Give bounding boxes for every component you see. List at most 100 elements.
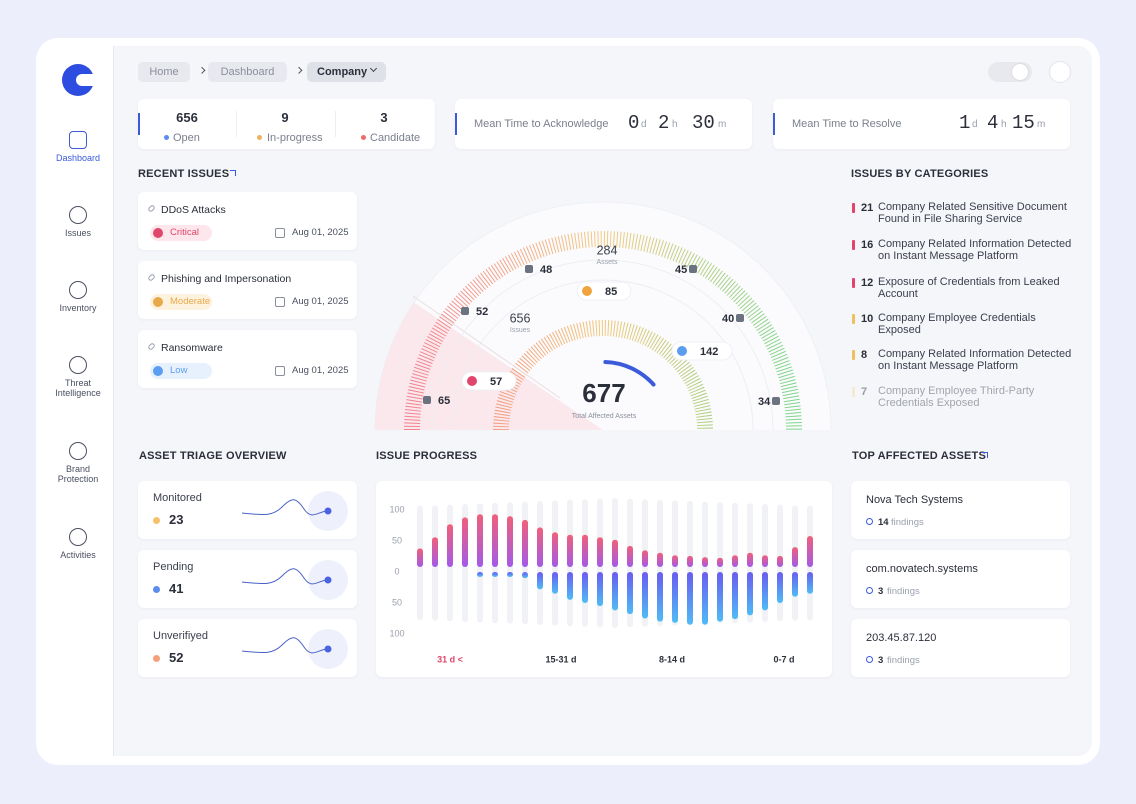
issue-card[interactable] bbox=[138, 192, 357, 250]
time-value: 2 bbox=[658, 112, 670, 134]
status-value: 3 bbox=[380, 110, 388, 125]
triage-dot bbox=[153, 517, 160, 524]
user-button[interactable] bbox=[1049, 61, 1071, 83]
search-icon bbox=[866, 518, 873, 525]
time-unit: d bbox=[641, 119, 647, 130]
triage-value: 23 bbox=[169, 512, 184, 527]
status-value: 9 bbox=[281, 110, 289, 125]
time-card bbox=[773, 99, 1070, 149]
issue-name: Ransomware bbox=[161, 342, 223, 354]
logo-cut bbox=[76, 74, 94, 86]
nav-label[interactable]: Threat Intelligence bbox=[55, 378, 101, 398]
category-label: Company Related Sensitive Document Found… bbox=[878, 201, 1067, 225]
nav-icon[interactable] bbox=[69, 206, 87, 224]
nav-icon[interactable] bbox=[69, 356, 87, 374]
severity-icon bbox=[153, 297, 163, 307]
category-count: 7 bbox=[861, 386, 868, 398]
nav-icon[interactable] bbox=[69, 131, 87, 149]
nav-icon[interactable] bbox=[69, 528, 87, 546]
time-value: 1 bbox=[959, 112, 971, 134]
triage-value: 52 bbox=[169, 650, 184, 665]
asset-card[interactable] bbox=[851, 619, 1070, 677]
findings-count: 3 bbox=[878, 655, 884, 666]
calendar-icon bbox=[275, 366, 285, 376]
calendar-icon bbox=[275, 228, 285, 238]
nav-label[interactable]: Dashboard bbox=[55, 153, 101, 163]
search-icon bbox=[866, 587, 873, 594]
severity-pill bbox=[150, 363, 212, 379]
nav-label[interactable]: Inventory bbox=[59, 303, 97, 313]
category-label: Company Related Information Detected on … bbox=[878, 348, 1072, 372]
time-card bbox=[455, 99, 752, 149]
category-count: 8 bbox=[861, 349, 868, 361]
time-unit: m bbox=[1037, 119, 1046, 130]
status-dot bbox=[257, 135, 262, 140]
time-label: Mean Time to Resolve bbox=[792, 118, 902, 130]
status-label: In-progress bbox=[267, 132, 323, 144]
category-bar bbox=[852, 278, 855, 288]
category-bar bbox=[852, 240, 855, 250]
search-icon bbox=[866, 656, 873, 663]
triage-value: 41 bbox=[169, 581, 184, 596]
category-count: 10 bbox=[861, 313, 874, 325]
breadcrumb-item[interactable]: Dashboard bbox=[208, 62, 287, 82]
asset-card[interactable] bbox=[851, 481, 1070, 539]
severity-pill bbox=[150, 294, 212, 310]
triage-label: Unverifiyed bbox=[153, 630, 209, 642]
breadcrumb-item[interactable]: Company bbox=[307, 62, 386, 82]
category-bar bbox=[852, 387, 855, 397]
status-dot bbox=[361, 135, 366, 140]
theme-knob[interactable] bbox=[1011, 63, 1029, 81]
asset-card[interactable] bbox=[851, 550, 1070, 608]
time-unit: m bbox=[718, 119, 727, 130]
nav-label[interactable]: Issues bbox=[64, 228, 91, 238]
severity-icon bbox=[153, 228, 163, 238]
status-dot bbox=[164, 135, 169, 140]
asset-name: com.novatech.systems bbox=[866, 563, 978, 575]
sparkline-halo bbox=[308, 629, 348, 669]
accent bbox=[138, 113, 140, 135]
severity: Moderate bbox=[170, 296, 211, 307]
time-unit: h bbox=[1001, 119, 1007, 130]
nav-icon[interactable] bbox=[69, 442, 87, 460]
nav-icon[interactable] bbox=[69, 281, 87, 299]
issue-card[interactable] bbox=[138, 261, 357, 319]
section-title: TOP AFFECTED ASSETS bbox=[852, 450, 986, 462]
category-count: 16 bbox=[861, 239, 874, 251]
nav-label[interactable]: Brand Protection bbox=[57, 464, 99, 484]
time-value: 15 bbox=[1012, 112, 1035, 134]
status-label: Open bbox=[173, 132, 200, 144]
issue-card[interactable] bbox=[138, 330, 357, 388]
nav-label[interactable]: Activities bbox=[60, 550, 96, 560]
asset-name: Nova Tech Systems bbox=[866, 494, 964, 506]
breadcrumb-item[interactable]: Home bbox=[138, 62, 190, 82]
time-unit: h bbox=[672, 119, 678, 130]
category-count: 21 bbox=[861, 202, 874, 214]
issue-name: DDoS Attacks bbox=[161, 204, 226, 216]
findings-label: findings bbox=[887, 586, 920, 597]
time-value: 4 bbox=[987, 112, 999, 134]
accent bbox=[455, 113, 457, 135]
sparkline-halo bbox=[308, 560, 348, 600]
section-title: ISSUE PROGRESS bbox=[376, 450, 478, 462]
findings-label: findings bbox=[887, 655, 920, 666]
status-label: Candidate bbox=[370, 132, 421, 144]
accent bbox=[773, 113, 775, 135]
issue-date: Aug 01, 2025 bbox=[292, 365, 349, 376]
category-bar bbox=[852, 314, 855, 324]
category-bar bbox=[852, 203, 855, 213]
category-label: Company Employee Credentials Exposed bbox=[878, 312, 1036, 336]
divider bbox=[236, 111, 237, 137]
issue-date: Aug 01, 2025 bbox=[292, 227, 349, 238]
arrow[interactable] bbox=[230, 170, 236, 176]
issue-date: Aug 01, 2025 bbox=[292, 296, 349, 307]
sparkline-halo bbox=[308, 491, 348, 531]
section-title: ASSET TRIAGE OVERVIEW bbox=[139, 450, 287, 462]
category-bar bbox=[852, 350, 855, 360]
category-count: 12 bbox=[861, 277, 874, 289]
calendar-icon bbox=[275, 297, 285, 307]
section-title: ISSUES BY CATEGORIES bbox=[851, 168, 989, 180]
arrow[interactable] bbox=[982, 452, 988, 458]
time-value: 30 bbox=[692, 112, 715, 134]
